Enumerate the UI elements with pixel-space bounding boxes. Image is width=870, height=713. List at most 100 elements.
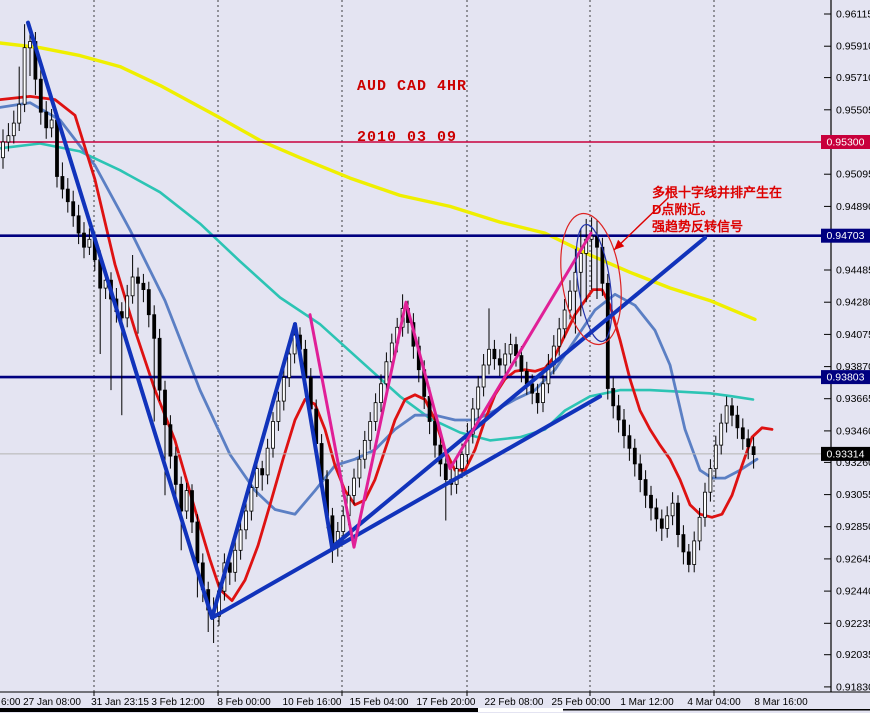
candle-down xyxy=(497,358,502,366)
candle-up xyxy=(460,454,464,470)
candle-up xyxy=(703,491,707,518)
chart-title-date: 2010 03 09 xyxy=(357,129,458,146)
bottom-scrollbar[interactable] xyxy=(563,709,870,711)
candle-up xyxy=(573,271,578,292)
price-tick-label: 0.92645 xyxy=(836,553,870,565)
candle-down xyxy=(152,314,157,339)
candle-down xyxy=(76,215,81,234)
candle-up xyxy=(665,515,670,529)
time-axis-label: 15 Feb 04:00 xyxy=(350,697,409,708)
price-tick-label: 0.96115 xyxy=(836,9,870,21)
candle-down xyxy=(190,490,194,523)
candle-down xyxy=(141,282,146,290)
candle-down xyxy=(616,405,621,421)
bottom-scrollbar[interactable] xyxy=(0,708,478,712)
candle-down xyxy=(751,446,756,456)
time-axis-label: 10 Feb 16:00 xyxy=(283,697,342,708)
candle-down xyxy=(627,435,632,449)
time-axis-label: 4 Mar 04:00 xyxy=(687,697,741,708)
candle-up xyxy=(697,516,702,542)
candle-down xyxy=(136,276,140,284)
candle-up xyxy=(287,353,292,379)
candle-up xyxy=(357,458,362,479)
time-axis-label: 17 Feb 20:00 xyxy=(417,697,476,708)
chart-title: AUD CAD 4HR 2010 03 09 xyxy=(357,44,467,180)
bottom-scrollbar[interactable] xyxy=(478,708,563,712)
zigzag-down-2 xyxy=(293,322,334,550)
candle-up xyxy=(49,119,54,129)
candle-down xyxy=(643,479,648,496)
candle-up xyxy=(125,295,130,319)
candle-up xyxy=(130,276,135,297)
price-level-box-label: 0.93803 xyxy=(827,372,865,384)
price-tick-label: 0.94485 xyxy=(836,265,870,277)
candle-up xyxy=(17,103,22,124)
price-tick-label: 0.93055 xyxy=(836,489,870,501)
candle-up xyxy=(281,377,286,402)
candle-down xyxy=(60,176,65,190)
zigzag-down-1 xyxy=(26,20,214,620)
candle-down xyxy=(443,463,448,480)
MA-slow-yellow xyxy=(0,41,757,322)
trend-up-long xyxy=(330,235,707,550)
price-tick-label: 0.94075 xyxy=(836,329,870,341)
time-axis-label: 3 Feb 12:00 xyxy=(151,697,205,708)
price-level-box xyxy=(821,228,870,243)
price-level-box xyxy=(821,446,870,461)
time-axis-label: 22 Feb 08:00 xyxy=(485,697,544,708)
price-level-box xyxy=(821,370,870,385)
candle-down xyxy=(492,348,497,360)
candle-down xyxy=(524,370,529,385)
candle-up xyxy=(503,353,508,366)
candle-up xyxy=(292,334,297,355)
annotation-line: D点附近。 xyxy=(652,202,714,217)
candle-up xyxy=(578,253,583,273)
annotation-arrow-line xyxy=(613,197,669,251)
candle-down xyxy=(676,502,680,536)
candle-down xyxy=(260,468,265,476)
candle-up xyxy=(352,477,356,496)
candle-up xyxy=(541,383,545,403)
time-axis-label: 8 Feb 00:00 xyxy=(217,697,271,708)
price-tick-label: 0.92235 xyxy=(836,618,870,630)
candle-down xyxy=(530,383,535,394)
time-axis-label: 1 Mar 12:00 xyxy=(620,697,674,708)
candle-up xyxy=(265,447,270,476)
candle-up xyxy=(87,238,92,248)
candle-down xyxy=(622,419,626,437)
candle-up xyxy=(487,348,491,366)
candle-up xyxy=(470,408,475,435)
candle-down xyxy=(535,392,540,404)
annotation-arrowhead-icon xyxy=(614,239,625,250)
candle-up xyxy=(276,400,281,422)
MA-cyan xyxy=(0,142,755,442)
candle-down xyxy=(649,494,653,509)
candle-up xyxy=(379,383,383,403)
candle-down xyxy=(735,414,740,429)
candle-down xyxy=(638,463,643,480)
candle-down xyxy=(71,201,76,217)
doji-highlight-ellipse xyxy=(575,223,613,343)
candle-down xyxy=(659,518,664,529)
doji-highlight-ellipse xyxy=(560,212,622,346)
candle-down xyxy=(55,119,59,177)
price-tick-label: 0.95505 xyxy=(836,104,870,116)
MA-steelblue xyxy=(0,101,759,516)
candle-down xyxy=(163,389,167,426)
time-axis-label: 6:00 xyxy=(1,697,21,708)
candle-down xyxy=(746,438,751,448)
price-tick-label: 0.95095 xyxy=(836,169,870,181)
candle-up xyxy=(373,402,378,422)
price-level-box-label: 0.95300 xyxy=(827,137,865,149)
candle-down xyxy=(681,534,686,553)
candle-up xyxy=(670,502,675,517)
candle-up xyxy=(184,490,189,512)
trend-up-support xyxy=(210,394,602,620)
price-level-box-label: 0.94703 xyxy=(827,230,865,242)
time-axis-label: 8 Mar 16:00 xyxy=(754,697,808,708)
